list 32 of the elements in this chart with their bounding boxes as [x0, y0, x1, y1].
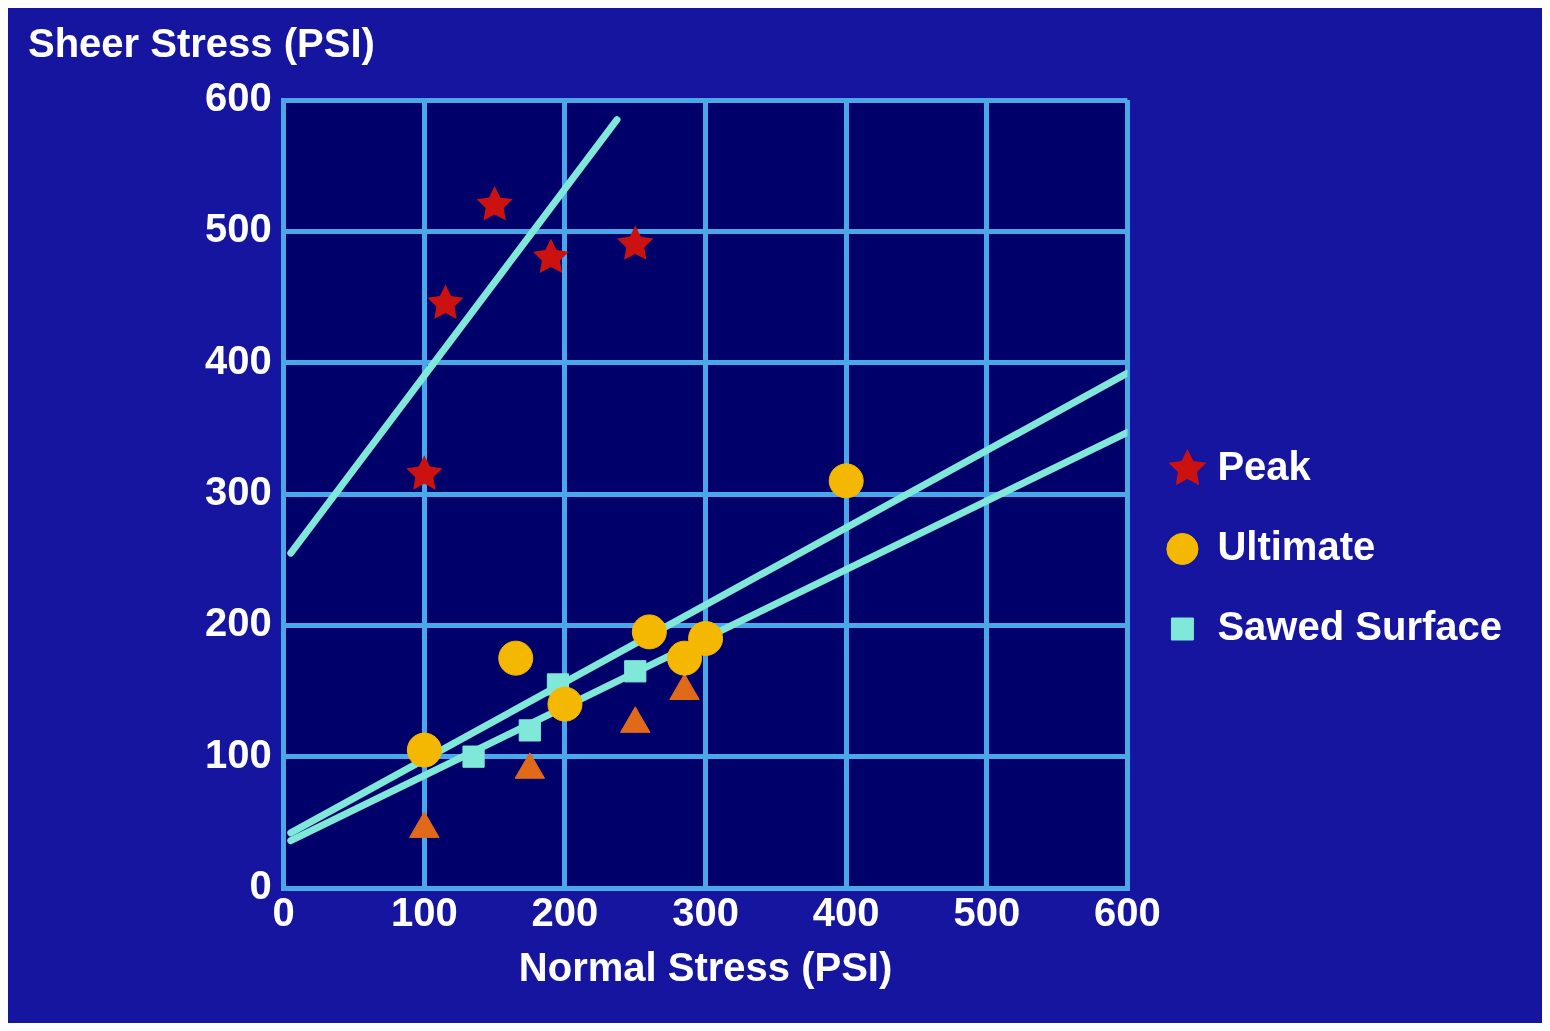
y-tick-label: 600	[204, 75, 272, 120]
point	[406, 732, 442, 768]
point	[406, 455, 443, 490]
point	[617, 225, 654, 260]
point	[666, 640, 702, 676]
y-tick-label: 500	[204, 206, 272, 251]
point	[462, 745, 485, 768]
x-tick-label: 300	[672, 890, 739, 935]
point	[624, 660, 647, 683]
point	[828, 463, 864, 499]
point	[427, 284, 464, 319]
x-tick-label: 500	[953, 890, 1021, 935]
y-tick-label: 400	[204, 337, 272, 382]
point	[498, 640, 534, 676]
legend-label: Peak	[1217, 444, 1312, 489]
point	[547, 686, 583, 722]
legend-label: Ultimate	[1217, 524, 1376, 569]
point	[688, 620, 724, 656]
y-axis-title: Sheer Stress (PSI)	[28, 21, 375, 66]
y-tick-label: 200	[204, 600, 272, 645]
x-tick-label: 200	[531, 890, 599, 935]
point	[518, 719, 541, 742]
point	[631, 614, 667, 650]
x-tick-label: 400	[812, 890, 880, 935]
point	[476, 186, 513, 221]
y-tick-label: 100	[204, 731, 272, 776]
x-axis-title: Normal Stress (PSI)	[518, 945, 893, 990]
y-tick-label: 300	[204, 469, 272, 514]
x-tick-label: 600	[1094, 890, 1161, 935]
legend-label: Sawed Surface	[1217, 604, 1503, 649]
point	[532, 238, 569, 273]
x-tick-label: 100	[390, 890, 458, 935]
